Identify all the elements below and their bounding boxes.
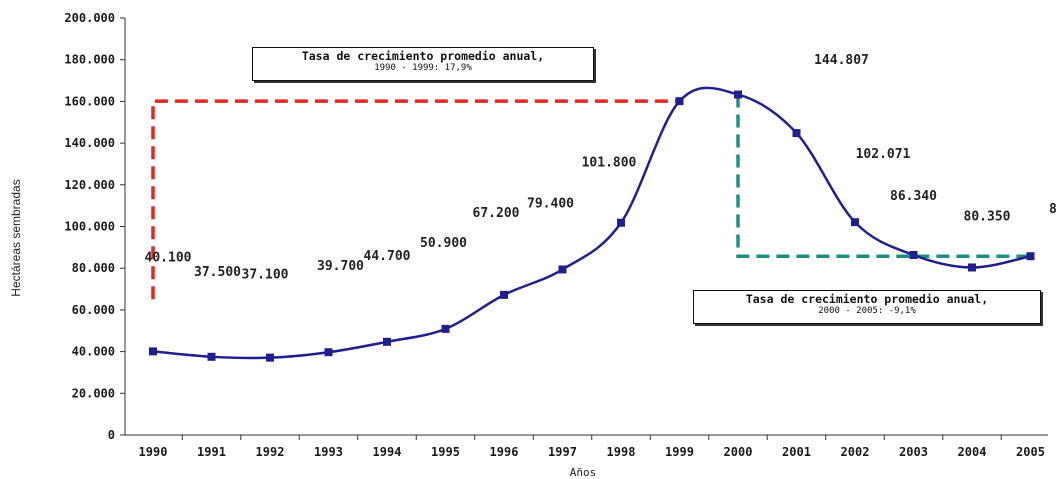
x-tick-label: 1992 xyxy=(256,445,285,459)
data-label: 44.700 xyxy=(364,249,411,264)
x-tick-label: 1995 xyxy=(431,445,460,459)
x-tick-label: 2002 xyxy=(841,445,870,459)
x-tick-label: 2001 xyxy=(782,445,811,459)
x-tick-label: 1990 xyxy=(139,445,168,459)
growth-line-1990-1999 xyxy=(151,99,680,300)
y-tick-label: 120.000 xyxy=(64,178,115,192)
reference-lines xyxy=(151,94,1031,300)
data-label: 144.807 xyxy=(814,53,869,68)
data-label: 160.119 xyxy=(657,0,712,1)
data-label: 79.400 xyxy=(527,196,574,211)
y-tick-label: 60.000 xyxy=(72,303,115,317)
data-point-marker xyxy=(1026,252,1035,261)
x-tick-label: 2005 xyxy=(1016,445,1045,459)
data-point-marker xyxy=(617,218,625,227)
y-tick-label: 40.000 xyxy=(72,345,115,359)
y-tick-label: 20.000 xyxy=(72,386,115,400)
y-tick-label: 180.000 xyxy=(64,53,115,67)
data-point-marker xyxy=(266,353,274,362)
data-label: 37.500 xyxy=(194,265,241,280)
y-axis-label: Hectáreas sembradas xyxy=(9,179,23,296)
data-point-marker xyxy=(383,337,391,346)
annotation-2-title: Tasa de crecimiento promedio anual, xyxy=(745,292,989,306)
data-point-marker xyxy=(324,348,333,357)
x-tick-label: 2004 xyxy=(958,445,987,459)
axes: 0 20.000 40.000 60.000 80.000 100.000 120.000 1… xyxy=(64,11,1048,459)
data-label: 67.200 xyxy=(473,206,520,221)
x-tick-label: 2000 xyxy=(724,445,753,459)
data-point-marker xyxy=(149,347,157,356)
data-point-marker xyxy=(968,263,976,272)
data-label: 40.100 xyxy=(145,250,192,265)
data-point-marker xyxy=(675,97,684,106)
y-tick-label: 200.000 xyxy=(64,11,115,25)
y-tick-label: 140.000 xyxy=(64,136,115,150)
data-point-marker xyxy=(851,218,859,227)
data-label: 86.340 xyxy=(890,189,937,204)
data-label: 85.750 xyxy=(1049,202,1057,217)
data-label: 50.900 xyxy=(420,236,467,251)
annotation-box-2000-2005: Tasa de crecimiento promedio anual, 2000… xyxy=(693,290,1041,324)
growth-line-2000-2005 xyxy=(736,94,1031,258)
series-line xyxy=(152,86,1031,360)
x-tick-label: 1993 xyxy=(314,445,343,459)
annotation-2-detail: 2000 - 2005: -9,1% xyxy=(818,306,916,317)
data-point-marker xyxy=(500,290,508,299)
annotation-box-1990-1999: Tasa de crecimiento promedio anual, 1990… xyxy=(252,47,594,81)
data-label: 37.100 xyxy=(242,268,289,283)
data-point-marker xyxy=(909,250,918,259)
x-axis-label: Años xyxy=(570,466,597,479)
x-tick-label: 2003 xyxy=(899,445,928,459)
data-point-marker xyxy=(441,324,450,333)
x-tick-label: 1999 xyxy=(665,445,694,459)
data-point-marker xyxy=(734,90,742,99)
y-tick-label: 80.000 xyxy=(72,261,115,275)
annotation-1-detail: 1990 - 1999: 17,9% xyxy=(374,63,472,74)
data-point-marker xyxy=(792,129,801,138)
data-point-marker xyxy=(207,352,216,361)
x-tick-label: 1996 xyxy=(490,445,519,459)
data-label: 102.071 xyxy=(856,147,911,162)
x-tick-label: 1997 xyxy=(548,445,577,459)
data-label: 80.350 xyxy=(964,209,1011,224)
y-tick-label: 0 xyxy=(108,428,115,442)
x-tick-label: 1994 xyxy=(373,445,402,459)
data-label: 39.700 xyxy=(317,259,364,274)
series-layer xyxy=(149,86,1035,362)
y-tick-label: 160.000 xyxy=(64,94,115,108)
x-tick-label: 1998 xyxy=(607,445,636,459)
annotation-1-title: Tasa de crecimiento promedio anual, xyxy=(301,49,545,63)
y-tick-label: 100.000 xyxy=(64,220,115,234)
data-point-marker xyxy=(558,265,567,274)
data-label: 101.800 xyxy=(582,156,637,171)
x-tick-label: 1991 xyxy=(197,445,226,459)
